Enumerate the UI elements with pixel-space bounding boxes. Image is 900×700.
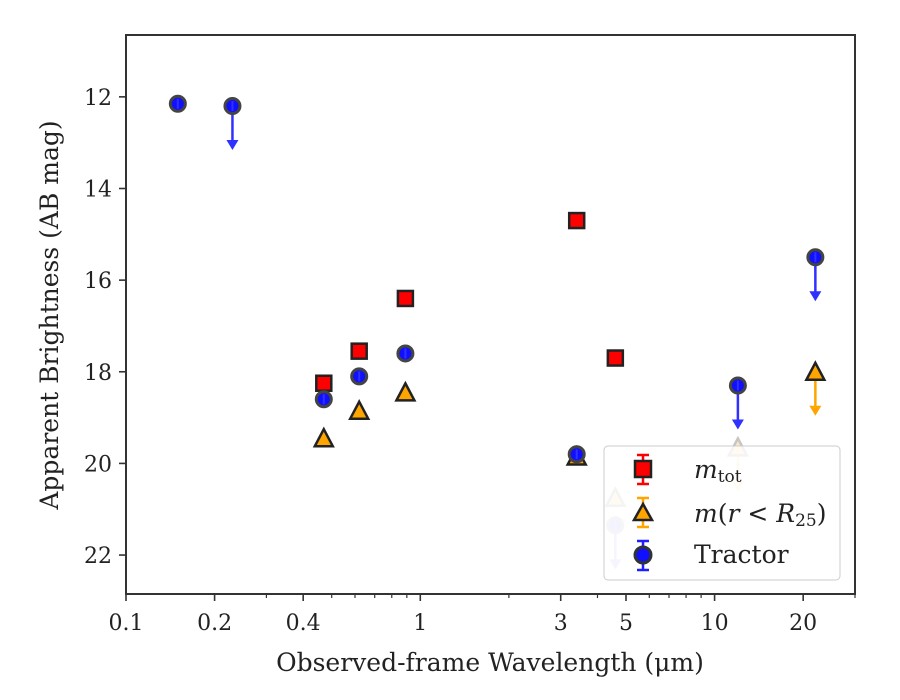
legend-entry-mtot: mtot [633,453,742,487]
legend-mr-label-p7: ) [817,499,827,528]
data-point-square [396,289,415,308]
legend-mtot-label-sub: tot [718,467,742,487]
data-point-circle [567,445,586,464]
ticks-layer: 0.1 0.2 0.4 1 3 5 10 20 12 14 16 18 20 22 [84,86,856,636]
legend-mr-label-p3: r [727,499,741,528]
legend-box [603,445,841,581]
y-tick-label: 12 [84,86,112,111]
data-point-triangle [394,380,417,402]
legend-mtot-label-main: m [694,455,718,484]
legend-mtot-marker [633,459,653,479]
legend-mr-label: m(r < R25) [694,499,827,531]
x-tick-label: 0.1 [109,611,144,636]
data-point-square [606,349,625,367]
y-axis-title: Apparent Brightness (AB mag) [35,120,64,510]
data-point-circle [350,367,369,386]
data-point-triangle [312,426,335,448]
legend-mr-marker [631,501,655,522]
legend-mtot-label: mtot [694,455,742,487]
data-point-square [350,342,368,360]
upper-limit-arrow-head [809,405,822,416]
x-tick-label: 1 [413,611,427,636]
data-point-circle [728,376,747,430]
legend-mr-label-p2: ( [718,499,728,528]
y-tick-label: 14 [84,177,112,202]
data-point-triangle [348,399,371,420]
upper-limit-arrow-head [226,140,239,151]
square-marker [315,374,333,392]
legend-tractor-marker [633,545,653,565]
x-tick-label: 0.2 [197,611,232,636]
x-axis-title: Observed-frame Wavelength (μm) [276,648,704,677]
y-tick-label: 18 [84,361,112,386]
triangle-marker [348,399,371,420]
x-tick-label: 3 [554,611,568,636]
data-point-circle [806,248,825,302]
y-tick-label: 16 [84,269,112,294]
legend-mr-label-p1: m [694,499,718,528]
data-point-circle [396,344,415,363]
triangle-marker [394,380,417,402]
y-tick-label: 22 [84,544,112,569]
data-point-circle [314,390,333,409]
upper-limit-arrow-head [809,291,822,302]
square-marker [606,349,625,367]
x-tick-label: 20 [789,611,817,636]
legend-mr-label-p5: R [775,499,795,528]
legend-entry-mr: m(r < R25) [631,496,827,531]
triangle-marker [804,360,827,382]
square-marker [567,211,586,230]
legend-tractor-label: Tractor [694,540,789,569]
square-marker [396,289,415,308]
legend-mr-label-p6: 25 [795,511,817,531]
data-point-circle [168,94,187,113]
data-point-square [315,374,333,392]
x-tick-label: 5 [619,611,633,636]
x-tick-label: 0.4 [286,611,321,636]
y-tick-label: 20 [84,452,112,477]
data-point-triangle [804,360,827,416]
legend-mr-label-p4: < [739,499,776,528]
legend: mtot m(r < R25) Tractor [603,445,841,581]
triangle-marker [312,426,335,448]
square-marker [350,342,368,360]
x-tick-label: 10 [701,611,729,636]
data-point-square [567,211,586,230]
data-point-circle [223,97,242,151]
legend-entry-tractor: Tractor [633,539,789,572]
upper-limit-arrow-head [731,419,744,430]
